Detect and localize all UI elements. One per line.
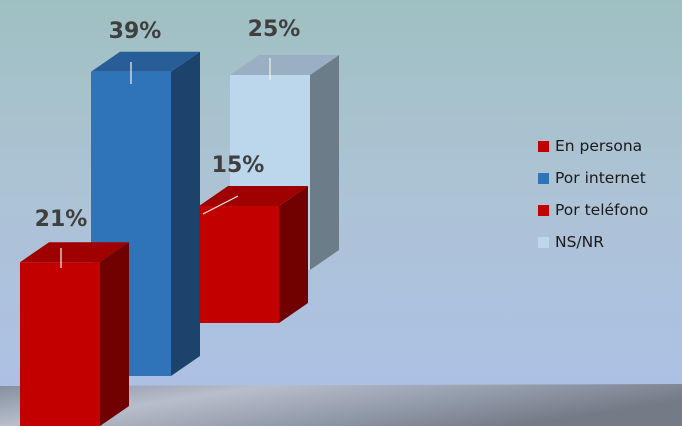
labels-layer: 21% 39% 15% 25% <box>35 17 301 268</box>
bar-por-telefono-front <box>199 206 279 323</box>
bar-por-telefono-side <box>279 186 308 323</box>
bars-layer <box>20 51 339 426</box>
legend-label-por-telefono: Por teléfono <box>555 201 649 219</box>
legend-item-por-internet: Por internet <box>538 168 648 188</box>
data-label-por-internet: 39% <box>109 19 162 44</box>
bar-en-persona-side <box>100 242 129 426</box>
legend-swatch-por-internet <box>538 172 549 184</box>
data-label-ns-nr: 25% <box>248 17 301 42</box>
bar-por-internet <box>91 51 200 377</box>
bar-por-internet-side <box>171 51 200 377</box>
data-label-en-persona: 21% <box>35 207 88 232</box>
legend-label-ns-nr: NS/NR <box>555 233 605 251</box>
bar-en-persona-top <box>20 242 129 263</box>
bar-en-persona <box>20 242 129 426</box>
data-label-por-telefono: 15% <box>212 153 265 178</box>
legend-item-por-telefono: Por teléfono <box>538 200 648 220</box>
legend: En persona Por internet Por teléfono NS/… <box>538 136 648 264</box>
leader-line-por-telefono <box>202 195 239 215</box>
legend-item-ns-nr: NS/NR <box>538 232 648 252</box>
bar-ns-nr-side <box>310 55 339 270</box>
bar-por-telefono <box>199 186 308 323</box>
bar-por-internet-top <box>91 51 200 72</box>
bar-por-telefono-top <box>199 186 308 206</box>
legend-swatch-por-telefono <box>538 204 549 216</box>
bar-ns-nr-top <box>230 55 339 75</box>
legend-label-en-persona: En persona <box>555 137 643 155</box>
legend-swatch-en-persona <box>538 140 549 152</box>
bar-en-persona-front <box>20 262 100 426</box>
legend-label-por-internet: Por internet <box>555 169 646 187</box>
legend-item-en-persona: En persona <box>538 136 648 156</box>
floor-band <box>0 384 682 426</box>
legend-swatch-ns-nr <box>538 236 549 248</box>
